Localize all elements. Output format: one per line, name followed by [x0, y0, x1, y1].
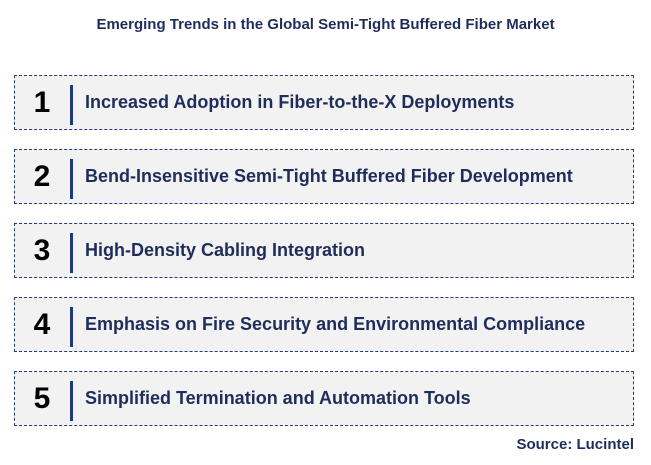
trend-label: Increased Adoption in Fiber-to-the-X Dep… — [85, 92, 515, 112]
trend-number: 5 — [33, 382, 51, 415]
diagram-title: Emerging Trends in the Global Semi-Tight… — [96, 16, 555, 33]
trend-label: High-Density Cabling Integration — [85, 240, 366, 260]
trend-number: 3 — [33, 234, 51, 267]
trend-divider — [70, 233, 73, 273]
source-credit: Source: Lucintel — [516, 436, 634, 453]
trend-item-3: 3 High-Density Cabling Integration — [14, 223, 634, 278]
trend-label: Emphasis on Fire Security and Environmen… — [85, 314, 586, 334]
trend-number: 1 — [33, 86, 51, 119]
trend-divider — [70, 381, 73, 421]
trend-item-1: 1 Increased Adoption in Fiber-to-the-X D… — [14, 75, 634, 130]
trend-item-2: 2 Bend-Insensitive Semi-Tight Buffered F… — [14, 149, 634, 204]
trend-divider — [70, 85, 73, 125]
trend-item-5: 5 Simplified Termination and Automation … — [14, 371, 634, 426]
trend-label: Simplified Termination and Automation To… — [85, 388, 471, 408]
trend-item-4: 4 Emphasis on Fire Security and Environm… — [14, 297, 634, 352]
trend-list: 1 Increased Adoption in Fiber-to-the-X D… — [14, 75, 634, 445]
trend-divider — [70, 307, 73, 347]
trend-number: 4 — [33, 308, 51, 341]
trend-divider — [70, 159, 73, 199]
trend-number: 2 — [33, 160, 51, 193]
trend-label: Bend-Insensitive Semi-Tight Buffered Fib… — [85, 166, 573, 186]
